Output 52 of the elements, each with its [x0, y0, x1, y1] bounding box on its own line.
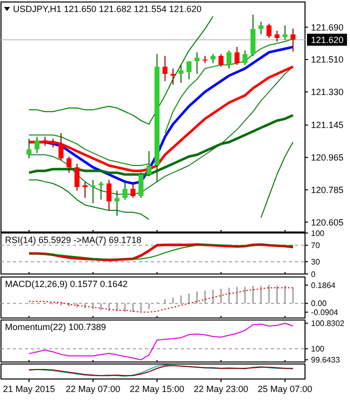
- candlestick: [282, 24, 288, 40]
- candlestick: [98, 181, 104, 200]
- candlestick: [266, 23, 272, 38]
- candlestick: [58, 132, 64, 161]
- candlestick: [74, 163, 80, 192]
- candlestick: [234, 46, 240, 66]
- candlestick: [106, 179, 112, 211]
- y-tick-label: -0.0904: [311, 308, 339, 317]
- candlestick: [122, 181, 128, 200]
- candlestick: [290, 28, 296, 52]
- chart-title: USDJPY,H1 121.650 121.682 121.554 121.620: [13, 4, 202, 14]
- y-tick-label: 120.965: [311, 152, 344, 163]
- candlestick: [186, 60, 192, 80]
- y-tick-label: 0.00: [311, 299, 328, 308]
- y-tick-label: 100.8302: [311, 319, 345, 328]
- y-tick-label: 121.330: [311, 86, 344, 97]
- x-tick-label: 22 May 23:00: [194, 384, 248, 394]
- y-tick-label: 0: [311, 270, 316, 279]
- y-tick-label: 121.690: [311, 22, 344, 32]
- candlestick: [130, 182, 136, 198]
- candlestick: [34, 136, 40, 154]
- y-tick-label: 121.510: [311, 54, 344, 65]
- y-tick-label: 120.785: [311, 184, 344, 195]
- x-tick-label: 21 May 2015: [2, 384, 56, 394]
- x-tick-label: 25 May 07:00: [258, 384, 312, 394]
- y-tick-label: 100: [311, 344, 325, 354]
- candlestick: [26, 138, 32, 159]
- y-tick-label: 120.605: [311, 217, 344, 228]
- chart-title: MACD(12,26,9) 0.1577 0.1642: [5, 279, 128, 289]
- y-tick-label: 99.6433: [311, 356, 340, 365]
- candlestick: [114, 190, 120, 216]
- candlestick: [274, 30, 280, 42]
- y-tick-label: 0.1864: [311, 280, 336, 290]
- line-series: [28, 16, 214, 125]
- y-tick-label: 121.145: [311, 120, 344, 130]
- candlestick: [242, 50, 248, 66]
- y-tick-label: 70: [311, 241, 320, 250]
- y-tick-label: 100: [311, 228, 325, 238]
- ref-line-label: 121.620: [311, 34, 344, 45]
- candlestick: [258, 21, 264, 35]
- x-tick-label: 22 May 07:00: [66, 384, 120, 394]
- chart-title: RSI(14) 65.5929 ->MA(7) 69.1718: [5, 235, 142, 245]
- chart-title: Momentum(22) 100.7389: [5, 322, 106, 332]
- y-tick-label: 30: [311, 258, 320, 266]
- candlestick: [162, 55, 168, 82]
- candlestick: [178, 64, 184, 84]
- candlestick: [194, 52, 200, 74]
- candlestick: [66, 156, 72, 174]
- candlestick: [226, 50, 232, 69]
- line-series: [28, 287, 294, 313]
- x-tick-label: 22 May 15:00: [130, 384, 184, 394]
- candlestick: [218, 54, 224, 68]
